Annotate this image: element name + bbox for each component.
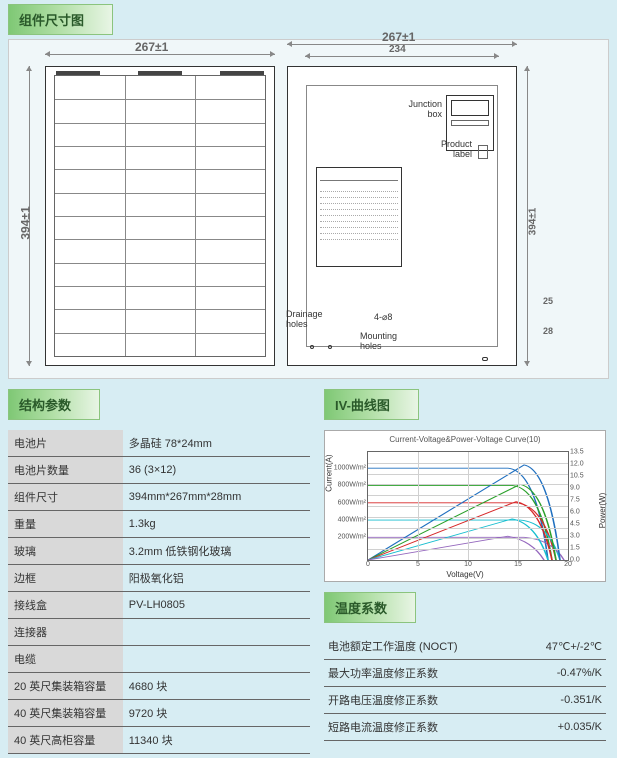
spec-value: PV-LH0805 [123, 592, 310, 619]
table-row: 电池片数量36 (3×12) [8, 457, 310, 484]
product-label-tag-icon [478, 145, 488, 159]
spec-key: 40 英尺集装箱容量 [8, 700, 123, 727]
table-row: 电池额定工作温度 (NOCT)47℃+/-2℃ [324, 633, 606, 660]
spec-value [123, 619, 310, 646]
spec-key: 组件尺寸 [8, 484, 123, 511]
temp-value: +0.035/K [516, 714, 606, 741]
front-height-dim: 394±1 [19, 206, 33, 239]
table-row: 最大功率温度修正系数-0.47%/K [324, 660, 606, 687]
iv-chart: Current-Voltage&Power-Voltage Curve(10) … [324, 430, 606, 582]
spec-value: 4680 块 [123, 673, 310, 700]
temp-value: 47℃+/-2℃ [516, 633, 606, 660]
table-row: 40 英尺高柜容量11340 块 [8, 727, 310, 754]
spec-key: 玻璃 [8, 538, 123, 565]
front-width-dim: 267±1 [135, 40, 168, 54]
dims-header: 组件尺寸图 [8, 4, 113, 35]
side-28-dim: 28 [543, 326, 553, 336]
spec-key: 重量 [8, 511, 123, 538]
table-row: 连接器 [8, 619, 310, 646]
drainage-hole-icon [328, 345, 332, 349]
spec-value: 11340 块 [123, 727, 310, 754]
table-row: 短路电流温度修正系数+0.035/K [324, 714, 606, 741]
table-row: 40 英尺集装箱容量9720 块 [8, 700, 310, 727]
side-25-dim: 25 [543, 296, 553, 306]
table-row: 组件尺寸394mm*267mm*28mm [8, 484, 310, 511]
mounting-label: Mounting holes [360, 331, 420, 351]
table-row: 开路电压温度修正系数-0.351/K [324, 687, 606, 714]
panel-back-outline: Junction box Product label Drainage hole… [287, 66, 517, 366]
back-inner-width-dim: 234 [389, 44, 406, 55]
chart-ylabel-right: Power(W) [599, 493, 608, 529]
struct-table: 电池片多晶硅 78*24mm电池片数量36 (3×12)组件尺寸394mm*26… [8, 430, 310, 754]
junction-box-label: Junction box [394, 99, 442, 119]
iv-header: IV-曲线图 [324, 389, 419, 420]
datasheet-label-icon [316, 167, 402, 267]
temp-value: -0.351/K [516, 687, 606, 714]
spec-key: 40 英尺高柜容量 [8, 727, 123, 754]
product-label-label: Product label [432, 139, 472, 159]
temp-header: 温度系数 [324, 592, 416, 623]
back-height-dim: 394±1 [527, 208, 538, 236]
spec-key: 接线盒 [8, 592, 123, 619]
spec-key: 电缆 [8, 646, 123, 673]
drainage-hole-icon [310, 345, 314, 349]
chart-xlabel: Voltage(V) [325, 570, 605, 579]
drainage-label: Drainage holes [286, 309, 342, 329]
chart-title: Current-Voltage&Power-Voltage Curve(10) [325, 435, 605, 444]
table-row: 边框阳极氧化铝 [8, 565, 310, 592]
table-row: 20 英尺集装箱容量4680 块 [8, 673, 310, 700]
spec-value: 阳极氧化铝 [123, 565, 310, 592]
table-row: 重量1.3kg [8, 511, 310, 538]
temp-key: 电池额定工作温度 (NOCT) [324, 633, 516, 660]
spec-value: 36 (3×12) [123, 457, 310, 484]
back-width-dim: 267±1 [382, 30, 415, 44]
spec-value: 9720 块 [123, 700, 310, 727]
spec-key: 电池片数量 [8, 457, 123, 484]
spec-key: 边框 [8, 565, 123, 592]
temp-table: 电池额定工作温度 (NOCT)47℃+/-2℃最大功率温度修正系数-0.47%/… [324, 633, 606, 741]
spec-value: 1.3kg [123, 511, 310, 538]
table-row: 玻璃3.2mm 低铁钢化玻璃 [8, 538, 310, 565]
temp-key: 开路电压温度修正系数 [324, 687, 516, 714]
dims-panel: 267±1 394±1 267±1 234 Junction box Produ… [8, 39, 609, 379]
chart-ylabel-left: Current(A) [325, 454, 334, 491]
front-drawing: 267±1 394±1 [15, 46, 275, 372]
spec-key: 电池片 [8, 430, 123, 457]
spec-key: 连接器 [8, 619, 123, 646]
chart-plot-area: 1000W/m²800W/m²600W/m²400W/m²200W/m²13.5… [367, 451, 569, 561]
table-row: 接线盒PV-LH0805 [8, 592, 310, 619]
spec-value: 394mm*267mm*28mm [123, 484, 310, 511]
mounting-hole-icon [482, 357, 488, 361]
spec-value: 多晶硅 78*24mm [123, 430, 310, 457]
struct-header: 结构参数 [8, 389, 100, 420]
spec-key: 20 英尺集装箱容量 [8, 673, 123, 700]
temp-value: -0.47%/K [516, 660, 606, 687]
mounting-spec-label: 4-⌀8 [374, 312, 414, 323]
table-row: 电缆 [8, 646, 310, 673]
table-row: 电池片多晶硅 78*24mm [8, 430, 310, 457]
back-drawing: 267±1 234 Junction box Product label Dra… [287, 46, 517, 372]
temp-key: 短路电流温度修正系数 [324, 714, 516, 741]
temp-key: 最大功率温度修正系数 [324, 660, 516, 687]
cell-grid [54, 75, 266, 357]
panel-front-outline [45, 66, 275, 366]
spec-value [123, 646, 310, 673]
spec-value: 3.2mm 低铁钢化玻璃 [123, 538, 310, 565]
